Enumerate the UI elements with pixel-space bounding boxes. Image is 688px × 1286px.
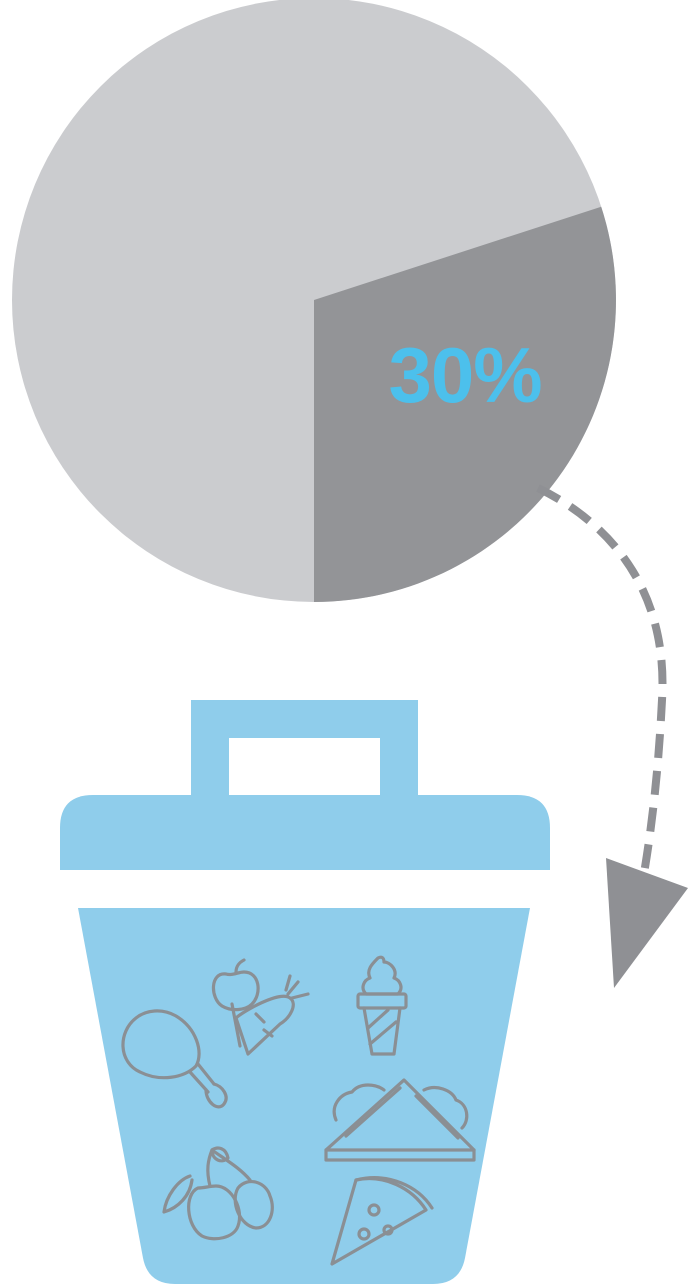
trash-bin-icon (60, 700, 550, 1284)
chicken-leg-icon (121, 1009, 228, 1109)
bin-handle (191, 700, 418, 800)
pie-slice-highlight (314, 206, 616, 602)
percent-label: 30% (388, 331, 541, 419)
dashed-curved-arrow (536, 484, 688, 988)
bin-body (78, 908, 530, 1284)
apple-carrot-icon (211, 958, 310, 1056)
bin-lid (60, 795, 550, 870)
pie-chart: 30% (12, 0, 616, 602)
arrow-head (606, 858, 688, 988)
cherries-icon (162, 1146, 274, 1241)
arrow-dashed-line (536, 484, 667, 886)
pizza-slice-icon (330, 1176, 434, 1266)
sandwich-icon (324, 1078, 476, 1162)
ice-cream-cone-icon (356, 955, 408, 1056)
